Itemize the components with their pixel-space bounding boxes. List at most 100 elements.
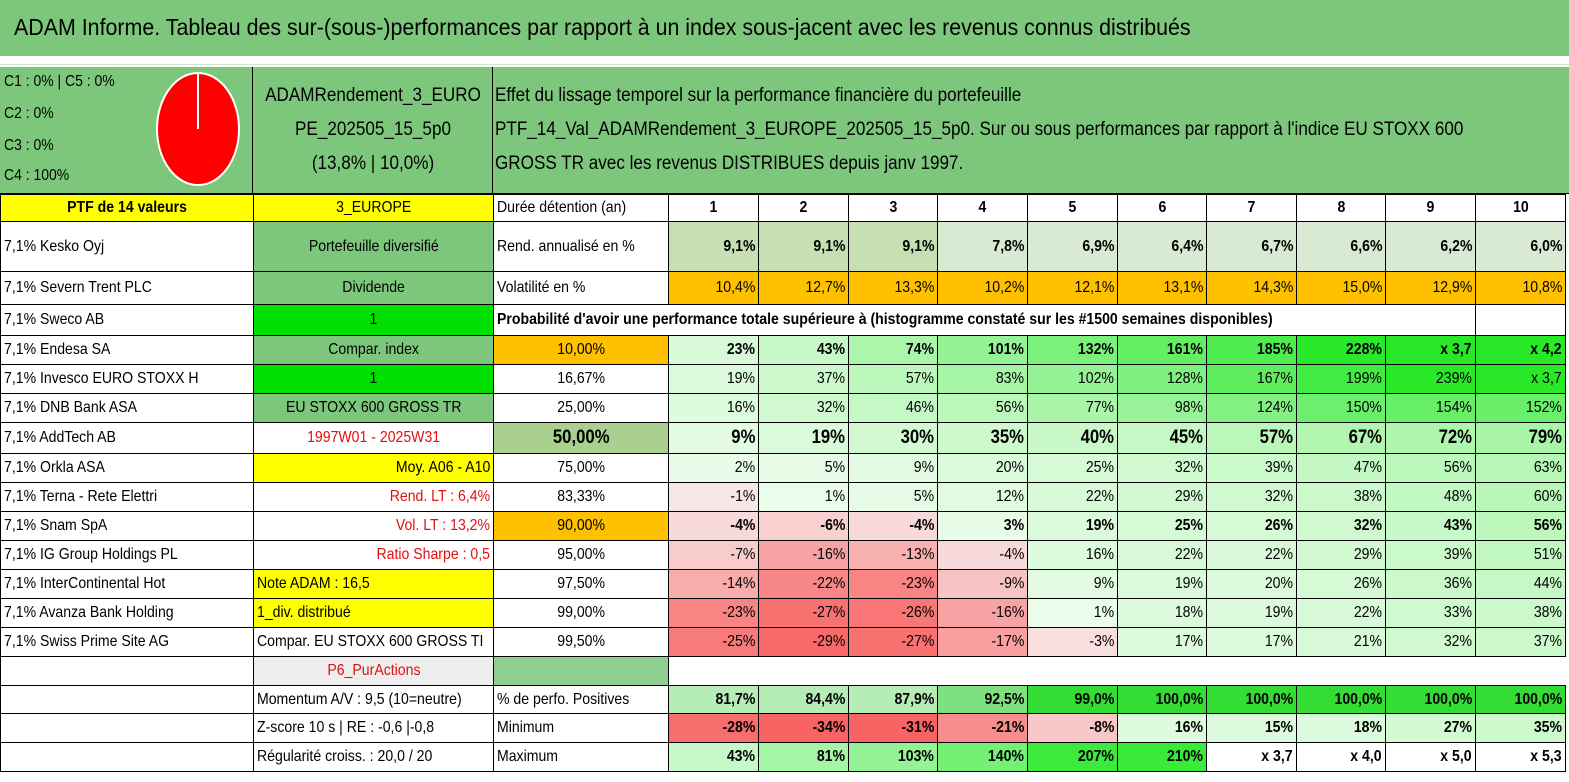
- probability-value: 72%: [1385, 422, 1476, 454]
- return-value-text: 6,2%: [1439, 237, 1472, 255]
- portfolio-stats: (13,8% | 10,0%): [311, 153, 435, 174]
- probability-value-text: 20%: [1264, 575, 1293, 592]
- probability-value-text: -6%: [819, 517, 845, 534]
- info-cell-text: 3_EUROPE: [335, 199, 412, 216]
- probability-value-text: 128%: [1166, 370, 1203, 387]
- info-cell: 1: [253, 304, 494, 336]
- stat-value-text: 140%: [987, 748, 1024, 765]
- probability-value-text: 9%: [1093, 575, 1114, 592]
- empty-cell: [493, 656, 669, 686]
- probability-value-text: -4%: [729, 517, 755, 534]
- stat-value-text: 100,0%: [1334, 690, 1382, 708]
- probability-value: 56%: [1385, 453, 1476, 483]
- probability-value-text: -14%: [722, 575, 755, 592]
- duration-header: 3: [848, 194, 938, 222]
- info-cell-text: Portefeuille diversifié: [308, 237, 439, 255]
- probability-value: 36%: [1385, 569, 1476, 599]
- probability-value: 56%: [1475, 511, 1566, 541]
- table-row: PTF de 14 valeurs 3_EUROPE Durée détention…: [0, 194, 1566, 222]
- probability-value: 19%: [1117, 569, 1207, 599]
- probability-value: 39%: [1385, 540, 1476, 570]
- probability-value: 29%: [1296, 540, 1386, 570]
- probability-value-text: 132%: [1077, 341, 1114, 358]
- holding-label: 7,1% Invesco EURO STOXX H: [0, 364, 254, 394]
- probability-value-text: -27%: [812, 604, 845, 621]
- table-row: P6_PurActions: [0, 656, 1566, 686]
- return-value-text: 7,8%: [991, 237, 1024, 255]
- info-cell-text: 1997W01 - 2025W31: [306, 429, 441, 446]
- probability-value-text: -9%: [998, 575, 1024, 592]
- info-cell: Dividende: [253, 271, 494, 305]
- probability-value: -25%: [668, 627, 759, 657]
- stat-value: 100,0%: [1206, 685, 1297, 714]
- stat-value: 140%: [937, 742, 1028, 772]
- probability-value: 47%: [1296, 453, 1386, 483]
- stat-value-text: 100,0%: [1424, 690, 1472, 708]
- holding-label-text: 7,1% Severn Trent PLC: [4, 279, 152, 296]
- stat-value: x 5,3: [1475, 742, 1566, 772]
- duration-header: 8: [1296, 194, 1386, 222]
- info-cell-text: Rend. LT : 6,4%: [389, 488, 490, 505]
- portfolio-box: ADAMRendement_3_EURO PE_202505_15_5p0 (1…: [253, 67, 493, 194]
- duration-header-text: 8: [1337, 199, 1345, 216]
- volatility-value: 14,3%: [1206, 271, 1297, 305]
- return-value: 7,8%: [937, 221, 1028, 272]
- stat-value: 100,0%: [1475, 685, 1566, 714]
- stat-value: 87,9%: [848, 685, 938, 714]
- probability-value: -16%: [758, 540, 849, 570]
- return-value-text: 6,6%: [1349, 237, 1382, 255]
- probability-value: 19%: [1027, 511, 1118, 541]
- probability-value: 9%: [848, 453, 938, 483]
- probability-value-text: 56%: [1533, 517, 1562, 534]
- info-cell-text: Régularité croiss. : 20,0 / 20: [257, 748, 433, 765]
- holding-label-text: 7,1% Orkla ASA: [4, 459, 105, 476]
- probability-value-text: 19%: [1264, 604, 1293, 621]
- probability-threshold-text: 99,00%: [557, 604, 605, 621]
- probability-value: 22%: [1206, 540, 1297, 570]
- probability-value-text: 67%: [1348, 427, 1382, 448]
- return-value-text: 6,7%: [1260, 237, 1293, 255]
- stat-value: -8%: [1027, 713, 1118, 743]
- probability-value: 150%: [1296, 393, 1386, 423]
- stat-value: 15%: [1206, 713, 1297, 743]
- stat-value-text: 81%: [816, 748, 845, 765]
- stat-value-text: 100,0%: [1155, 690, 1203, 708]
- probability-threshold-text: 83,33%: [557, 488, 605, 505]
- probability-threshold: 97,50%: [493, 569, 669, 599]
- probability-value-text: 5%: [824, 459, 845, 476]
- stat-value: 100,0%: [1296, 685, 1386, 714]
- probability-value-text: 20%: [995, 459, 1024, 476]
- holding-label: 7,1% Swiss Prime Site AG: [0, 627, 254, 657]
- probability-value-text: 29%: [1353, 546, 1382, 563]
- probability-threshold-text: 99,50%: [557, 633, 605, 650]
- info-cell-text: Momentum A/V : 9,5 (10=neutre): [257, 690, 462, 708]
- stat-label: Maximum: [493, 742, 669, 772]
- probability-value: 22%: [1296, 598, 1386, 628]
- holding-label-text: 7,1% Invesco EURO STOXX H: [4, 370, 199, 387]
- probability-value-text: 22%: [1264, 546, 1293, 563]
- durations-label-text: Durée détention (an): [497, 199, 627, 216]
- probability-value-text: 40%: [1080, 427, 1114, 448]
- probability-value-text: 74%: [905, 341, 934, 358]
- duration-header-text: 2: [799, 199, 808, 216]
- probability-value: 26%: [1296, 569, 1386, 599]
- probability-value: 17%: [1117, 627, 1207, 657]
- info-cell: Z-score 10 s | RE : -0,6 |-0,8: [253, 713, 494, 743]
- duration-header: 2: [758, 194, 849, 222]
- probability-value-text: 60%: [1533, 488, 1562, 505]
- portfolio-code: PE_202505_15_5p0: [295, 119, 451, 140]
- stat-value-text: 81,7%: [715, 690, 755, 708]
- probability-value: 19%: [1206, 598, 1297, 628]
- probability-value-text: 45%: [1169, 427, 1203, 448]
- volatility-value: 10,2%: [937, 271, 1028, 305]
- volatility-value-text: 14,3%: [1253, 279, 1293, 296]
- portfolio-name: ADAMRendement_3_EURO: [265, 85, 481, 106]
- stat-value-text: 18%: [1353, 719, 1382, 736]
- probability-value: 38%: [1475, 598, 1566, 628]
- probability-value-text: -16%: [812, 546, 845, 563]
- stat-value-text: x 5,3: [1530, 748, 1562, 765]
- volatility-value-text: 12,1%: [1074, 279, 1114, 296]
- probability-value-text: 228%: [1345, 341, 1382, 358]
- probability-value-text: 185%: [1256, 341, 1293, 358]
- probability-value-text: 1%: [1093, 604, 1114, 621]
